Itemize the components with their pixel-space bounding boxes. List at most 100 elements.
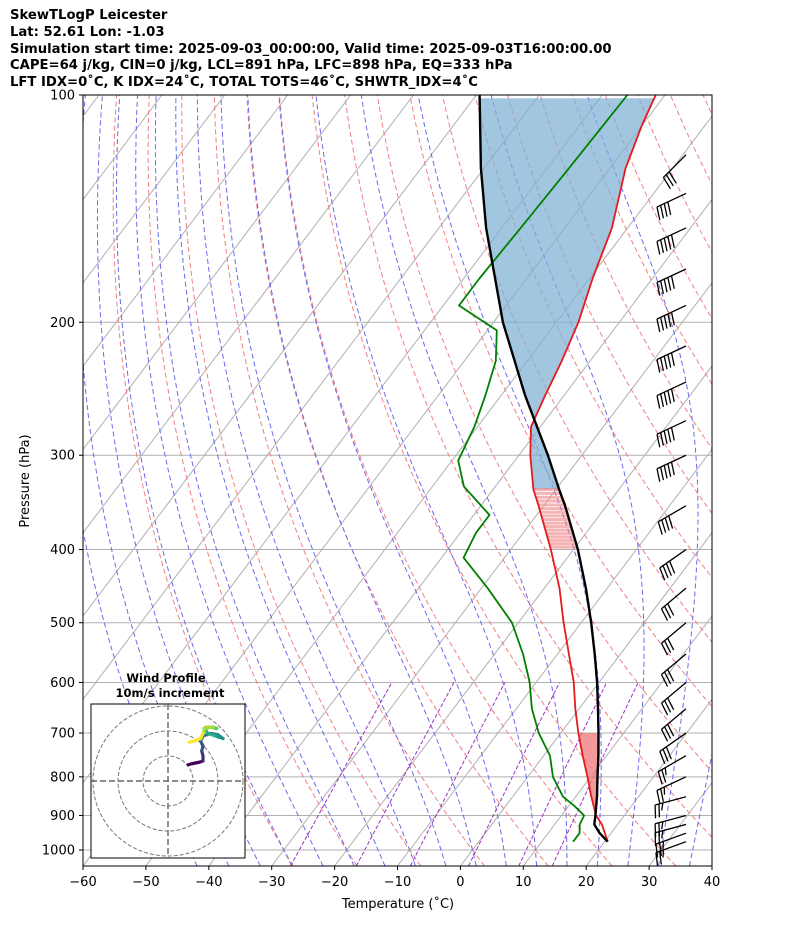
barb-feather-full	[655, 852, 659, 866]
barb-feather-full	[670, 312, 675, 326]
dry-adiabat-line	[279, 95, 613, 866]
barb-feather-full	[659, 567, 666, 581]
barb-feather-half	[661, 802, 664, 811]
moist-adiabat-line	[315, 95, 538, 866]
wind-barb	[654, 796, 687, 819]
barb-feather-full	[667, 428, 672, 443]
isotherm-line	[711, 865, 712, 866]
y-tick-label: 600	[50, 676, 75, 691]
wind-barb	[660, 587, 687, 621]
moist-adiabat-line	[360, 95, 568, 866]
parcel-profile	[478, 95, 609, 843]
y-axis-ticks: 100 200 300 400 500 600 700 800 900 1000	[42, 89, 83, 859]
barb-feather-full	[655, 844, 659, 858]
moist-adiabat-line	[247, 95, 477, 866]
isotherm-line	[460, 531, 712, 866]
cape-cin-fill	[479, 98, 655, 809]
barb-feather-full	[663, 278, 668, 293]
wind-barb	[656, 227, 687, 255]
dry-adiabat-line	[376, 95, 712, 773]
isotherm-line	[648, 781, 712, 866]
barb-staff	[661, 682, 687, 704]
y-tick-label: 700	[50, 727, 75, 742]
wind-barb	[662, 154, 687, 190]
wind-barb	[656, 268, 687, 296]
barb-feather-full	[667, 390, 672, 404]
barb-feather-full	[657, 771, 663, 785]
x-tick-label: −50	[132, 875, 159, 890]
moist-adiabat-line	[196, 95, 416, 866]
chart-header: SkewTLogP Leicester Lat: 52.61 Lon: -1.0…	[10, 8, 612, 92]
barb-feather-full	[662, 748, 669, 762]
barb-staff	[657, 755, 687, 773]
barb-staff	[655, 832, 687, 845]
x-tick-label: −30	[258, 875, 285, 890]
x-tick-label: −10	[384, 875, 411, 890]
dry-adiabat-line	[311, 95, 677, 866]
barb-feather-full	[661, 519, 667, 533]
barb-feather-full	[660, 702, 669, 716]
barb-feather-full	[667, 697, 675, 711]
barb-feather-full	[660, 608, 669, 621]
isotherm-line	[83, 95, 226, 284]
wind-barb	[656, 345, 687, 373]
wind-barb	[656, 420, 687, 448]
dry-adiabat-line	[344, 95, 712, 839]
x-tick-label: −40	[195, 875, 222, 890]
wind-barb	[656, 454, 687, 482]
barb-feather-full	[659, 239, 665, 253]
barb-feather-full	[656, 206, 661, 221]
barb-feather-full	[668, 171, 677, 184]
barb-feather-full	[663, 430, 668, 445]
barb-feather-full	[663, 392, 668, 406]
dewpoint-profile	[457, 95, 629, 843]
y-tick-label: 300	[50, 449, 75, 464]
dry-adiabat-line	[702, 95, 712, 116]
isotherm-line	[775, 95, 794, 866]
dry-adiabat-line	[507, 95, 712, 515]
y-axis-title: Pressure (hPa)	[18, 434, 33, 527]
barb-feather-full	[667, 354, 672, 368]
hodograph-plot	[91, 704, 245, 858]
title-location: Lat: 52.61 Lon: -1.03	[10, 24, 165, 40]
barb-feather-full	[667, 201, 672, 216]
barb-staff	[661, 622, 687, 644]
dry-adiabat-line	[768, 95, 794, 866]
barb-feather-half	[664, 767, 667, 776]
x-axis-title: Temperature (˚C)	[341, 896, 454, 912]
moist-adiabat-line	[220, 95, 447, 866]
wind-barb	[654, 814, 687, 838]
barb-feather-full	[656, 359, 661, 373]
title-times: Simulation start time: 2025-09-03_00:00:…	[10, 41, 612, 57]
barb-feather-full	[663, 605, 672, 619]
barb-staff	[654, 814, 687, 825]
moist-adiabat-line	[490, 95, 645, 866]
wind-barb	[660, 653, 687, 687]
y-tick-label: 1000	[42, 844, 75, 859]
barb-feather-full	[663, 203, 668, 217]
isotherm-line	[585, 698, 712, 866]
isotherm-line	[522, 615, 712, 866]
x-tick-label: −20	[321, 875, 348, 890]
title-station: SkewTLogP Leicester	[10, 8, 168, 23]
barb-feather-full	[663, 640, 672, 653]
barb-staff	[656, 192, 687, 208]
barb-staff	[656, 268, 687, 284]
barb-feather-full	[659, 357, 665, 372]
barb-feather-full	[668, 515, 674, 529]
barb-staff	[661, 653, 687, 676]
wind-barb	[659, 732, 687, 765]
barb-feather-full	[667, 603, 675, 616]
moist-adiabat-line	[175, 95, 386, 866]
barb-feather-full	[660, 674, 669, 687]
wind-barb	[660, 622, 687, 656]
barb-feather-full	[659, 851, 662, 865]
y-tick-label: 100	[50, 89, 75, 104]
barb-feather-full	[659, 432, 665, 446]
moist-adiabat-line	[154, 95, 355, 866]
barb-feather-full	[670, 388, 675, 403]
barb-feather-full	[656, 395, 661, 409]
x-axis-ticks: −60 −50 −40 −30 −20 −10 0 10 20 30 40	[69, 866, 720, 890]
barb-feather-full	[659, 317, 665, 331]
barb-staff	[662, 154, 687, 178]
